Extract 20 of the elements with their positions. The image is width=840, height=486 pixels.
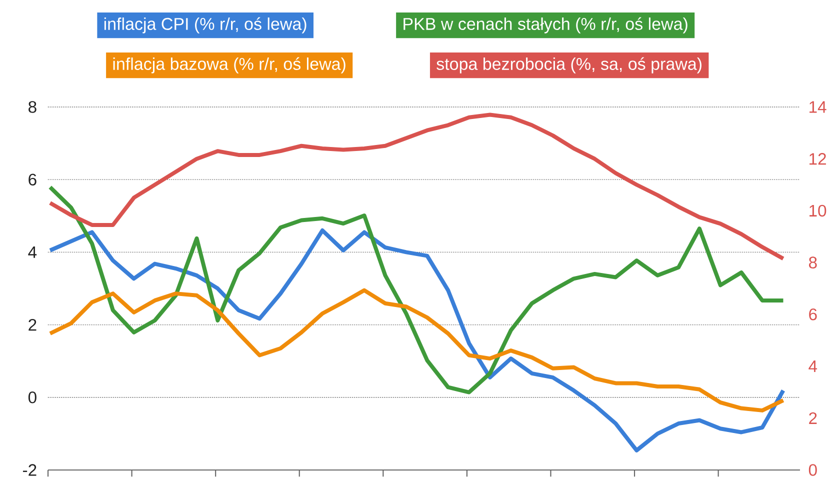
y2-tick-label: 8 (808, 256, 817, 269)
text: PKB w cenach stałych (% r/r, oś lewa) (404, 17, 688, 34)
text: stopa bezrobocia (%, sa, oś prawa) (436, 57, 702, 74)
text: inflacja CPI (% r/r, oś lewa) (104, 17, 306, 34)
y2-tick-label: 2 (809, 412, 817, 424)
line-series (48, 185, 786, 394)
y2-tick-label: 14 (810, 101, 826, 113)
y-tick-label: 2 (28, 319, 36, 331)
y-tick-label: 0 (28, 392, 36, 404)
y2-tick-label: 10 (810, 204, 826, 217)
text: inflacja bazowa (% r/r, oś lewa) (113, 57, 346, 74)
y2-tick-label: 0 (808, 464, 817, 476)
line-series (48, 288, 786, 413)
y-tick-label: 8 (28, 101, 36, 113)
y2-tick-label: 12 (810, 153, 826, 165)
y-tick-label: -2 (22, 464, 36, 476)
y-tick-label: 4 (28, 246, 37, 258)
y-tick-label: 6 (28, 174, 36, 186)
y2-tick-label: 6 (809, 308, 817, 320)
y2-tick-label: 4 (808, 360, 818, 372)
